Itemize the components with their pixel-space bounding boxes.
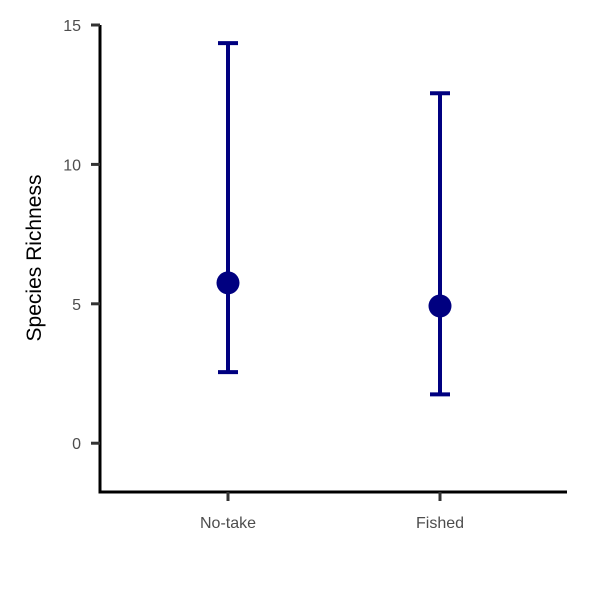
- x-tick-label: No-take: [200, 515, 256, 532]
- y-tick-label: 0: [72, 436, 81, 453]
- y-tick-label: 15: [63, 18, 81, 35]
- x-tick-label: Fished: [416, 515, 464, 532]
- y-axis-title: Species Richness: [23, 175, 46, 342]
- y-tick-label: 10: [63, 157, 81, 174]
- axes: 0 5 10 15 No-take Fished: [63, 18, 567, 532]
- y-tick-label: 5: [72, 297, 81, 314]
- data-point-no-take: [216, 271, 240, 295]
- data-point-fished: [428, 294, 452, 318]
- chart-marks: [216, 41, 452, 397]
